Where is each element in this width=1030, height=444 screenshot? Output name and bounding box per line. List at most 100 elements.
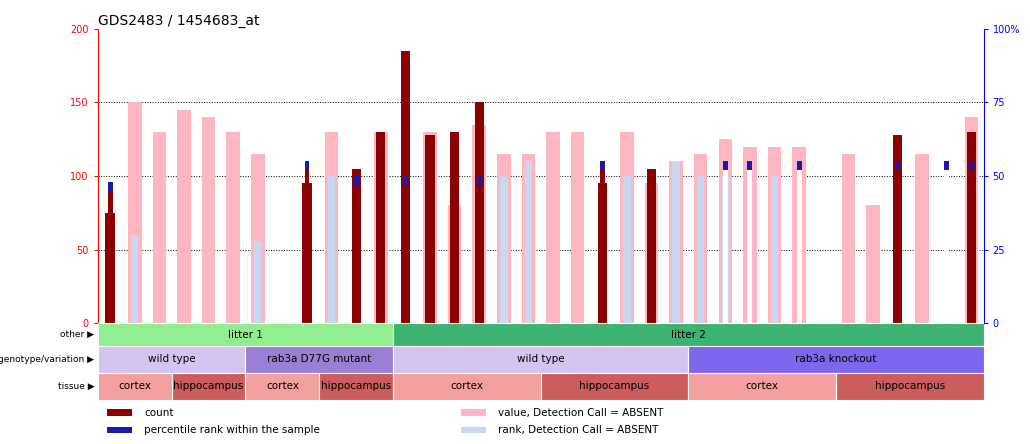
- Bar: [251, 154, 265, 323]
- Text: value, Detection Call = ABSENT: value, Detection Call = ABSENT: [499, 408, 663, 417]
- Bar: [743, 147, 757, 323]
- Bar: [722, 176, 729, 323]
- Text: rab3a knockout: rab3a knockout: [795, 354, 877, 365]
- Bar: [351, 169, 360, 323]
- Text: rab3a D77G mutant: rab3a D77G mutant: [267, 354, 372, 365]
- Bar: [969, 170, 973, 323]
- Bar: [319, 373, 393, 400]
- Bar: [796, 161, 801, 323]
- Text: other ▶: other ▶: [60, 330, 94, 339]
- Bar: [328, 176, 336, 323]
- Bar: [152, 132, 166, 323]
- Bar: [376, 132, 385, 323]
- Bar: [98, 346, 245, 373]
- Bar: [98, 323, 393, 346]
- Text: litter 2: litter 2: [671, 329, 706, 340]
- Bar: [172, 373, 245, 400]
- Bar: [647, 169, 656, 323]
- Bar: [648, 176, 655, 323]
- Bar: [670, 161, 683, 323]
- Bar: [254, 241, 262, 323]
- Bar: [501, 176, 508, 323]
- Bar: [245, 373, 319, 400]
- Bar: [719, 139, 732, 323]
- Bar: [461, 427, 486, 433]
- Text: percentile rank within the sample: percentile rank within the sample: [144, 425, 319, 435]
- Bar: [723, 170, 728, 323]
- Bar: [324, 132, 339, 323]
- Text: genotype/variation ▶: genotype/variation ▶: [0, 355, 94, 364]
- Bar: [425, 135, 435, 323]
- Bar: [108, 191, 112, 323]
- Bar: [599, 170, 605, 323]
- Bar: [770, 176, 779, 323]
- Text: GDS2483 / 1454683_at: GDS2483 / 1454683_at: [98, 14, 260, 28]
- Bar: [836, 373, 984, 400]
- Bar: [571, 132, 584, 323]
- Bar: [450, 132, 459, 323]
- Text: tissue ▶: tissue ▶: [58, 382, 94, 391]
- Bar: [403, 185, 408, 323]
- Bar: [893, 135, 902, 323]
- Bar: [967, 132, 976, 323]
- Bar: [105, 213, 114, 323]
- Text: cortex: cortex: [118, 381, 151, 391]
- Text: rank, Detection Call = ABSENT: rank, Detection Call = ABSENT: [499, 425, 658, 435]
- Bar: [969, 161, 973, 323]
- Bar: [645, 183, 658, 323]
- Bar: [393, 323, 984, 346]
- Bar: [620, 132, 633, 323]
- Bar: [688, 373, 836, 400]
- Text: cortex: cortex: [450, 381, 483, 391]
- Bar: [177, 110, 191, 323]
- Bar: [393, 346, 688, 373]
- Bar: [305, 161, 309, 323]
- Bar: [107, 427, 132, 433]
- Bar: [303, 183, 312, 323]
- Bar: [473, 124, 486, 323]
- Text: hippocampus: hippocampus: [580, 381, 650, 391]
- Bar: [546, 132, 560, 323]
- Bar: [353, 176, 358, 323]
- Bar: [521, 154, 536, 323]
- Bar: [451, 235, 458, 323]
- Bar: [305, 170, 309, 323]
- Bar: [599, 161, 605, 323]
- Bar: [202, 117, 215, 323]
- Bar: [842, 154, 855, 323]
- Bar: [767, 147, 782, 323]
- Bar: [866, 206, 880, 323]
- Bar: [245, 346, 393, 373]
- Text: hippocampus: hippocampus: [874, 381, 945, 391]
- Bar: [477, 185, 482, 323]
- Bar: [945, 170, 950, 323]
- Bar: [98, 373, 172, 400]
- Bar: [227, 132, 240, 323]
- Bar: [796, 170, 801, 323]
- Bar: [524, 161, 533, 323]
- Text: hippocampus: hippocampus: [321, 381, 391, 391]
- Text: cortex: cortex: [266, 381, 299, 391]
- Bar: [673, 161, 680, 323]
- Bar: [623, 176, 630, 323]
- Bar: [916, 154, 929, 323]
- Bar: [541, 373, 688, 400]
- Bar: [107, 409, 132, 416]
- Bar: [748, 170, 752, 323]
- Bar: [108, 182, 112, 323]
- Bar: [723, 161, 728, 323]
- Bar: [353, 185, 358, 323]
- Text: count: count: [144, 408, 173, 417]
- Bar: [374, 132, 387, 323]
- Bar: [128, 103, 141, 323]
- Bar: [401, 51, 410, 323]
- Bar: [448, 206, 461, 323]
- Text: wild type: wild type: [148, 354, 196, 365]
- Bar: [964, 117, 978, 323]
- Bar: [694, 154, 708, 323]
- Bar: [688, 346, 984, 373]
- Bar: [497, 154, 511, 323]
- Bar: [403, 176, 408, 323]
- Bar: [475, 103, 484, 323]
- Bar: [461, 409, 486, 416]
